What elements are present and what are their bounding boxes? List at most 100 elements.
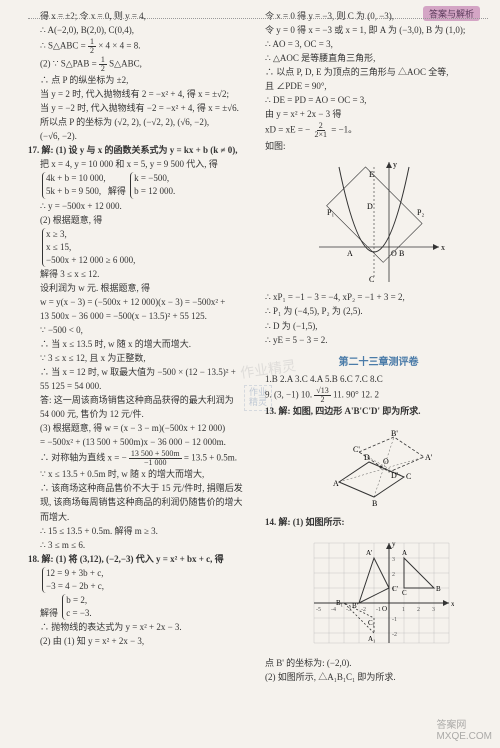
brace: k = −500, b = 12 000. [130,172,175,198]
svg-text:D: D [367,202,373,211]
svg-text:-2: -2 [392,632,397,638]
svg-text:C: C [402,589,407,597]
svg-text:x: x [451,600,454,608]
text: 设利润为 w 元. 根据题意, 得 [28,282,255,295]
item-number: 18. 解: (1) 将 (3,12), (−2,−3) 代入 y = x² +… [28,554,224,564]
item-number: 17. 解: (1) 设 y 与 x 的函数关系式为 y = kx + b (k… [28,145,237,155]
text: 而增大. [28,511,255,524]
text: 55 125 = 54 000. [28,380,255,393]
svg-text:A₁: A₁ [368,635,376,643]
text: 13 500x − 36 000 = −500(x − 13.5)² + 55 … [28,310,255,323]
text: (−√6, −2). [28,130,255,143]
eq: x ≤ 15, [46,241,135,254]
text: 解得 b = 2, c = −3. [28,594,255,620]
eq: k = −500, [134,172,175,185]
text: 由 y = x² + 2x − 3 得 [265,108,492,121]
brace: 12 = 9 + 3b + c, −3 = 4 − 2b + c, [42,567,104,593]
quadrilateral-graph: A B C D O A' B' C' D' [309,422,449,512]
eq: 12 = 9 + 3b + c, [46,567,104,580]
item-13: 13. 解: 如图, 四边形 A'B'C'D' 即为所求. [265,405,492,418]
brace: b = 2, c = −3. [62,594,91,620]
svg-text:D': D' [391,471,399,480]
svg-text:-1: -1 [376,607,381,613]
svg-text:P₁: P₁ [327,208,334,217]
text: ∴ 15 ≤ 13.5 + 0.5m. 解得 m ≥ 3. [28,525,255,538]
text: w = y(x − 3) = (−500x + 12 000)(x − 3) =… [28,296,255,309]
text: 解得 [108,186,128,196]
text: ∴ AO = 3, OC = 3, [265,38,492,51]
svg-text:C: C [369,275,374,284]
text: ∴ 对称轴为直线 x = − 13 500 + 500m−1 000 = 13.… [28,450,255,467]
corner-watermark: 答案网 MXQE.COM [436,716,492,742]
text: 解得 3 ≤ x ≤ 12. [28,268,255,281]
text: ∵ x ≤ 13.5 + 0.5m 时, w 随 x 的增大而增大, [28,468,255,481]
stamp-watermark: 作业 精灵 [244,385,272,411]
text: (3) 根据题意, 得 w = (x − 3 − m)(−500x + 12 0… [28,422,255,435]
grid-graph: x y O A B C A' B' C' A₁ B₁ C₁ -5-4-3 -2-… [304,533,454,653]
svg-text:A: A [333,479,339,488]
fraction: 12 [99,56,107,73]
text: 当 y = 2 时, 代入抛物线有 2 = −x² + 4, 得 x = ±√2… [28,88,255,101]
svg-text:A: A [347,249,353,258]
right-column: 令 x = 0 得 y = −3, 则 C 为 (0, −3), 令 y = 0… [265,10,492,740]
eq: x ≥ 3, [46,228,135,241]
text: (2) 由 (1) 知 y = x² + 2x − 3, [28,635,255,648]
text: ∴ P₁ 为 (−4,5), P₂ 为 (2,5). [265,305,492,318]
svg-text:B': B' [352,602,358,610]
text: xD = xE = − [265,125,312,135]
text: 解得 [40,608,60,618]
svg-text:-1: -1 [392,617,397,623]
item-number: 13. 解: 如图, 四边形 A'B'C'D' 即为所求. [265,406,421,416]
text: 令 y = 0 得 x = −3 或 x = 1, 即 A 为 (−3,0), … [265,24,492,37]
eq: c = −3. [66,607,91,620]
text: ∴ S△ABC = [40,41,88,51]
text: ∴ 该商场这种商品售价不大于 15 元/件时, 捐赠后发 [28,482,255,495]
text: ∴ 点 P 的纵坐标为 ±2, [28,74,255,87]
text: 11. 90° 12. 2 [333,390,379,400]
fraction: 12 [88,38,96,55]
text: S△ABC, [109,59,142,69]
equation-system: 4k + b = 10 000, 5k + b = 9 500, 解得 k = … [28,172,255,198]
svg-text:-5: -5 [316,607,321,613]
item-14: 14. 解: (1) 如图所示: [265,516,492,529]
text: 点 B' 的坐标为: (−2,0). [265,657,492,670]
text: 所以点 P 的坐标为 (√2, 2), (−√2, 2), (√6, −2), [28,116,255,129]
text: ∴ D 为 (−1,5), [265,320,492,333]
svg-text:1: 1 [392,587,395,593]
text: 把 x = 4, y = 10 000 和 x = 5, y = 9 500 代… [28,158,255,171]
parabola-graph: x y O E P₁ P₂ D C A B [309,157,449,287]
fraction: √132 [314,387,330,404]
text: (2) 根据题意, 得 [28,214,255,227]
svg-text:2: 2 [392,572,395,578]
text: ∴ yE = 5 − 3 = 2. [265,334,492,347]
svg-text:A': A' [366,549,372,557]
svg-text:B₁: B₁ [336,599,343,607]
text: ∴ 以点 P, D, E 为顶点的三角形与 △AOC 全等, [265,66,492,79]
svg-text:x: x [441,243,445,252]
svg-text:A: A [402,549,407,557]
left-column: 得 x = ±2; 令 x = 0, 则 y = 4, ∴ A(−2,0), B… [28,10,255,740]
text: (2) 如图所示, △A₁B₁C₁ 即为所求. [265,671,492,684]
text: ∵ −500 < 0, [28,324,255,337]
svg-text:P₂: P₂ [417,208,424,217]
text: = −500x² + (13 500 + 500m)x − 36 000 − 1… [28,436,255,449]
svg-text:D: D [364,453,370,462]
svg-text:A': A' [425,453,433,462]
brace: x ≥ 3, x ≤ 15, −500x + 12 000 ≥ 6 000, [42,228,135,267]
svg-text:y: y [392,540,396,548]
eq: 4k + b = 10 000, [46,172,106,185]
item-17: 17. 解: (1) 设 y 与 x 的函数关系式为 y = kx + b (k… [28,144,255,157]
svg-text:-3: -3 [346,607,351,613]
text: 54 000 元, 售价为 12 元/件. [28,408,255,421]
text: (2) ∵ S△PAB = [40,59,99,69]
equation-system: x ≥ 3, x ≤ 15, −500x + 12 000 ≥ 6 000, [28,228,255,267]
text: ∴ 3 ≤ m ≤ 6. [28,539,255,552]
eq: b = 12 000. [134,185,175,198]
text: ∴ y = −500x + 12 000. [28,200,255,213]
eq: −3 = 4 − 2b + c, [46,580,104,593]
text: = −1。 [331,125,357,135]
text: × 4 × 4 = 8. [98,41,140,51]
text: ∴ DE = PD = AO = OC = 3, [265,94,492,107]
svg-text:y: y [393,160,397,169]
eq: b = 2, [66,594,91,607]
